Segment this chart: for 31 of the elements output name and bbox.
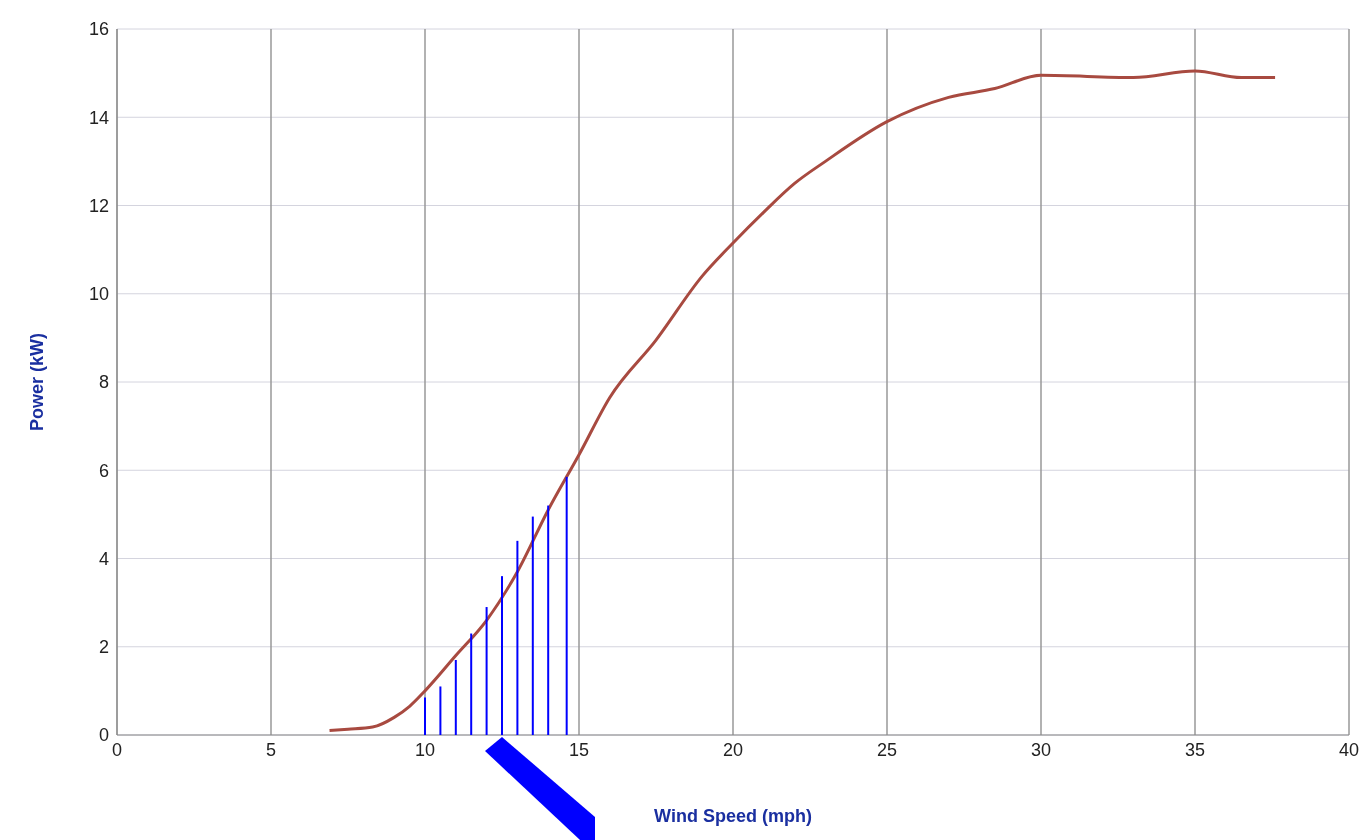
bar — [516, 540, 519, 735]
bar — [454, 659, 457, 735]
bar — [531, 516, 534, 735]
bar — [501, 576, 503, 735]
y-tick-label: 2 — [98, 637, 109, 658]
x-tick-label: 15 — [568, 739, 590, 760]
line-series — [328, 69, 1277, 733]
bar — [485, 607, 488, 735]
bar — [470, 633, 473, 735]
x-tick-label: 25 — [876, 739, 898, 760]
x-tick-label: 40 — [1338, 739, 1360, 760]
bar — [565, 476, 568, 735]
y-tick-label: 0 — [98, 725, 109, 746]
y-tick-label: 14 — [88, 107, 109, 128]
y-tick-label: 8 — [98, 372, 109, 393]
y-tick-label: 12 — [88, 195, 109, 216]
bar — [439, 686, 442, 735]
x-tick-label: 5 — [265, 739, 277, 760]
x-tick-label: 20 — [722, 739, 744, 760]
x-tick-label: 30 — [1030, 739, 1052, 760]
y-tick-label: 6 — [98, 460, 109, 481]
x-axis-title: Wind Speed (mph) — [654, 806, 812, 826]
y-tick-label: 10 — [88, 284, 109, 305]
x-tick-label: 35 — [1184, 739, 1206, 760]
x-tick-label: 0 — [111, 739, 123, 760]
y-tick-label: 4 — [98, 548, 109, 569]
bar — [424, 697, 426, 735]
y-tick-label: 16 — [88, 19, 109, 40]
bar — [547, 505, 550, 735]
x-tick-label: 10 — [414, 739, 436, 760]
y-axis-title: Power (kW) — [27, 332, 48, 432]
